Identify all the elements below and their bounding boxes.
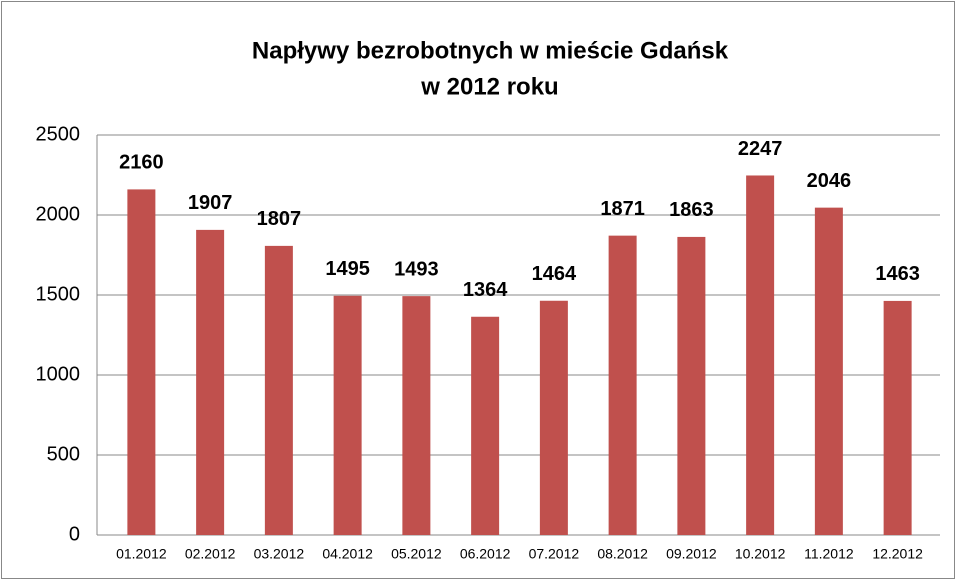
- data-label: 1871: [600, 198, 645, 220]
- bar: [883, 300, 912, 535]
- bar: [402, 296, 431, 535]
- bar: [333, 295, 362, 535]
- x-tick-label: 07.2012: [529, 546, 580, 562]
- x-tick-label: 10.2012: [735, 546, 786, 562]
- y-tick-label: 500: [47, 443, 80, 465]
- bar: [608, 235, 637, 535]
- x-tick-label: 03.2012: [254, 546, 305, 562]
- data-label: 1907: [188, 192, 233, 214]
- bar: [127, 189, 156, 535]
- x-tick-label: 12.2012: [872, 546, 923, 562]
- x-tick-label: 01.2012: [116, 546, 167, 562]
- x-tick-label: 11.2012: [804, 546, 854, 562]
- y-tick-label: 2000: [36, 203, 81, 225]
- chart-title: w 2012 roku: [420, 73, 558, 100]
- bar: [746, 175, 775, 536]
- chart-title: Napływy bezrobotnych w mieście Gdańsk: [252, 37, 729, 64]
- x-tick-label: 08.2012: [597, 546, 648, 562]
- y-tick-label: 0: [69, 523, 80, 545]
- y-tick-label: 2500: [36, 123, 81, 145]
- data-label: 1364: [463, 279, 508, 301]
- data-label: 1495: [325, 258, 370, 280]
- bar: [539, 300, 568, 535]
- x-tick-label: 04.2012: [322, 546, 373, 562]
- data-label: 2247: [738, 138, 783, 160]
- y-tick-label: 1000: [36, 363, 81, 385]
- data-label: 2160: [119, 152, 164, 174]
- data-label: 1464: [532, 263, 577, 285]
- bar: [814, 207, 843, 535]
- data-label: 1863: [669, 199, 714, 221]
- data-label: 2046: [807, 170, 852, 192]
- bar: [196, 229, 225, 535]
- bar: [264, 245, 293, 535]
- data-label: 1807: [257, 208, 302, 230]
- data-label: 1493: [394, 258, 439, 280]
- bar: [471, 316, 500, 535]
- x-tick-label: 09.2012: [666, 546, 717, 562]
- x-tick-label: 05.2012: [391, 546, 442, 562]
- y-tick-label: 1500: [36, 283, 81, 305]
- x-tick-label: 02.2012: [185, 546, 236, 562]
- x-tick-label: 06.2012: [460, 546, 511, 562]
- data-label: 1463: [875, 263, 920, 285]
- bar: [677, 236, 706, 536]
